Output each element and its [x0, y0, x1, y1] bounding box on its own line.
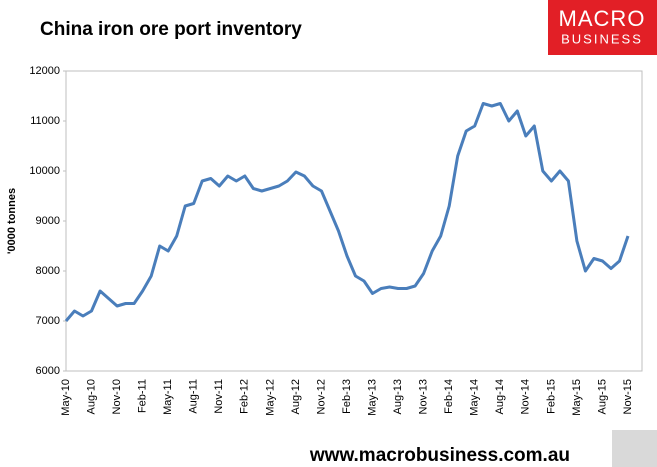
x-tick-label: Nov-12: [315, 379, 327, 414]
x-tick-label: Feb-11: [137, 379, 149, 413]
y-tick-label: 6000: [36, 365, 60, 377]
x-tick-label: Aug-12: [290, 379, 302, 414]
y-tick-label: 9000: [36, 215, 60, 227]
chart-title: China iron ore port inventory: [40, 19, 302, 40]
x-tick-label: Feb-15: [545, 379, 557, 414]
x-tick-label: May-12: [264, 379, 276, 416]
y-tick-label: 10000: [29, 165, 60, 177]
x-tick-label: May-14: [469, 379, 481, 416]
logo-image: [612, 430, 657, 467]
x-tick-label: Feb-14: [443, 379, 455, 414]
x-tick-label: Feb-12: [239, 379, 251, 414]
x-tick-label: May-13: [366, 379, 378, 416]
y-tick-label: 7000: [36, 315, 60, 327]
x-tick-label: May-11: [162, 379, 174, 415]
logo-box: [548, 0, 657, 55]
x-tick-label: May-10: [60, 379, 72, 416]
x-tick-label: Nov-13: [418, 379, 430, 414]
logo-text: MACRO: [559, 6, 646, 31]
y-axis-label: '0000 tonnes: [6, 188, 18, 254]
footer: www.macrobusiness.com.au: [309, 445, 570, 466]
x-tick-label: Nov-11: [213, 379, 225, 414]
plot-border: [65, 70, 643, 372]
y-tick-label: 12000: [29, 65, 60, 77]
x-tick-label: May-15: [571, 379, 583, 416]
x-tick-label: Nov-10: [111, 379, 123, 414]
x-tick-label: Feb-13: [341, 379, 353, 414]
line-series: [64, 102, 630, 322]
x-tick-label: Aug-11: [188, 379, 200, 414]
y-tick-label: 11000: [30, 115, 60, 127]
y-tick-label: 8000: [36, 265, 60, 277]
x-tick-label: Nov-14: [520, 379, 532, 414]
x-tick-label: Aug-15: [596, 379, 608, 414]
x-tick-label: Aug-10: [85, 379, 97, 414]
logo-text: BUSINESS: [561, 31, 643, 46]
x-tick-label: Aug-14: [494, 379, 506, 414]
x-tick-label: Nov-15: [622, 379, 634, 414]
x-tick-label: Aug-13: [392, 379, 404, 414]
